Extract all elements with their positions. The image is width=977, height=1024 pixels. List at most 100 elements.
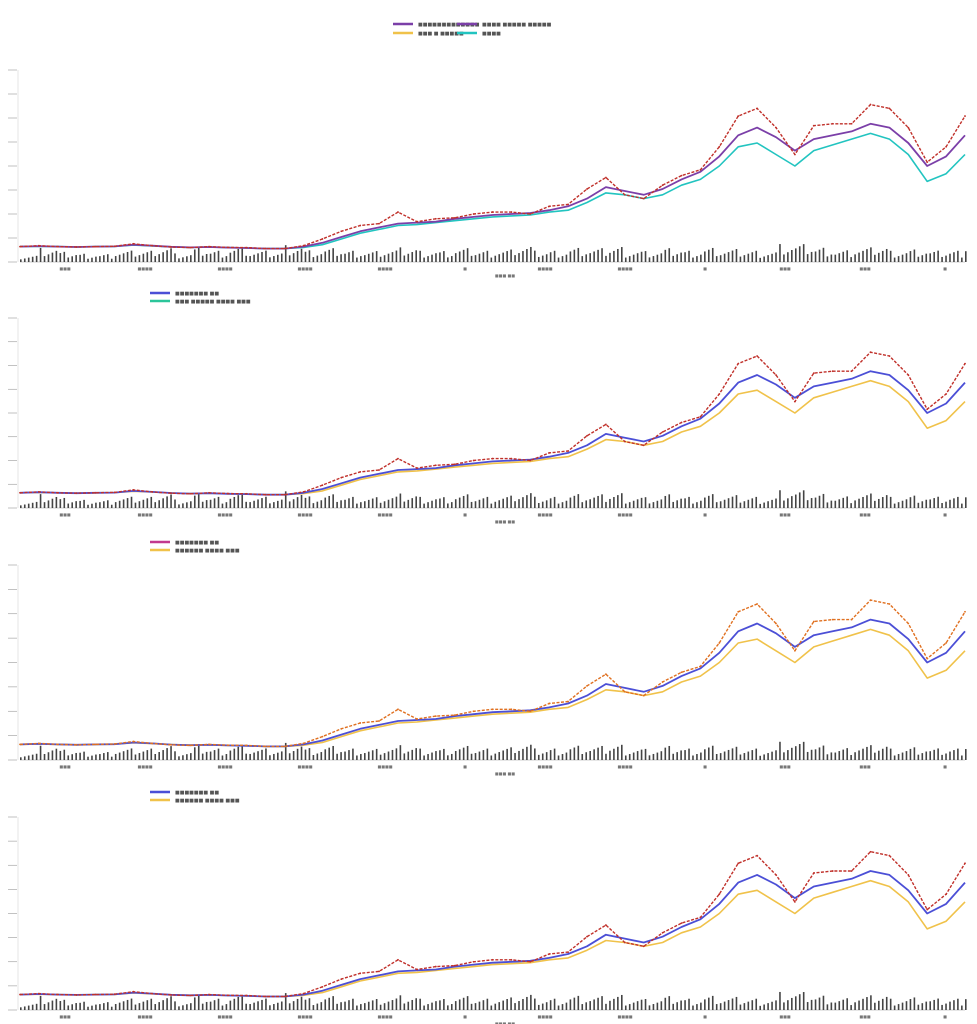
volume-bar: [593, 999, 595, 1010]
volume-bar: [644, 497, 647, 508]
volume-bar: [332, 996, 334, 1010]
volume-bar: [826, 502, 829, 508]
series-line-smooth: [19, 122, 966, 250]
price-point: [794, 400, 796, 403]
price-point: [680, 671, 683, 674]
volume-bar: [391, 498, 394, 508]
volume-bar: [735, 249, 738, 262]
volume-bar: [700, 500, 702, 508]
volume-bar: [190, 255, 192, 262]
volume-bar: [818, 747, 821, 760]
volume-bar: [95, 502, 97, 508]
volume-bar: [375, 748, 378, 760]
volume-bar: [585, 254, 588, 262]
volume-bar: [466, 248, 469, 262]
price-point: [75, 246, 78, 248]
volume-bar: [739, 502, 742, 508]
price-point: [850, 618, 853, 621]
volume-bar: [403, 501, 406, 508]
volume-bar: [917, 754, 920, 760]
volume-bar: [502, 252, 504, 262]
price-point: [491, 211, 494, 213]
volume-bar: [621, 493, 623, 508]
price-point: [151, 992, 154, 995]
volume-bar: [502, 498, 504, 508]
volume-bar: [672, 753, 675, 760]
volume-bar: [715, 502, 718, 508]
volume-bar: [581, 256, 584, 262]
volume-bar: [47, 254, 50, 262]
price-point: [567, 951, 569, 953]
volume-bar: [43, 754, 46, 760]
volume-bar: [399, 247, 402, 262]
x-axis-caption: ■■■ ■■: [495, 771, 515, 776]
price-point: [113, 491, 116, 494]
volume-bar: [897, 1004, 900, 1010]
volume-bar: [363, 501, 366, 508]
volume-bar: [142, 499, 145, 508]
volume-bar: [798, 246, 801, 262]
volume-bar: [605, 255, 607, 262]
volume-bar: [284, 993, 287, 1010]
volume-bar: [269, 503, 271, 508]
x-tick-label: ■: [943, 764, 947, 769]
volume-bar: [356, 1005, 358, 1010]
volume-bar: [170, 494, 172, 508]
x-tick-label: ■■■■: [297, 764, 312, 769]
volume-bar: [905, 499, 908, 508]
volume-bar: [134, 502, 137, 508]
volume-bar: [146, 498, 149, 508]
volume-bar: [751, 498, 754, 508]
price-point: [56, 245, 59, 248]
volume-bar: [99, 1004, 101, 1010]
volume-bar: [822, 493, 825, 508]
volume-bar: [755, 496, 758, 508]
volume-bar: [423, 503, 425, 508]
volume-bar: [585, 1002, 588, 1010]
volume-bar: [783, 254, 785, 262]
price-point: [737, 115, 740, 117]
volume-bar: [138, 501, 141, 508]
volume-bar: [652, 753, 655, 760]
volume-bar: [431, 254, 433, 262]
price-point: [926, 908, 929, 911]
price-point: [264, 745, 267, 748]
volume-bar: [162, 498, 164, 508]
volume-bar: [450, 753, 453, 760]
volume-bar: [83, 499, 85, 508]
volume-bar: [328, 997, 331, 1010]
volume-bar: [348, 1000, 350, 1010]
volume-bar: [352, 250, 354, 262]
volume-bar: [209, 253, 212, 262]
volume-bar: [541, 1003, 544, 1010]
x-tick-label: ■■■■: [297, 266, 312, 271]
volume-bar: [237, 249, 240, 262]
volume-bar: [522, 998, 524, 1010]
price-point: [56, 743, 59, 746]
volume-bar: [134, 754, 137, 760]
volume-bar: [696, 502, 698, 508]
volume-bar: [901, 500, 904, 508]
price-point: [888, 355, 891, 357]
volume-bar: [597, 249, 599, 262]
volume-bar: [624, 1005, 627, 1010]
price-point: [529, 213, 532, 215]
legend: ■■■■■■■■■■■■■ ■■■■ ■■■■■ ■■■■■ ■■■ ■ ■■■■■…: [393, 22, 552, 37]
volume-bar: [241, 493, 244, 508]
price-point: [756, 854, 758, 857]
price-point: [737, 610, 740, 613]
volume-bar: [961, 755, 963, 760]
x-tick-label: ■: [703, 512, 707, 517]
volume-bar: [747, 499, 750, 508]
volume-bar: [427, 502, 429, 508]
volume-bar: [518, 499, 520, 508]
volume-bar: [901, 1002, 904, 1010]
volume-bar: [775, 750, 777, 760]
volume-bar: [747, 253, 750, 262]
volume-bar: [221, 257, 224, 262]
volume-bar: [71, 754, 74, 760]
legend-label: ■■■■■■■■■■■■■: [418, 22, 480, 28]
volume-bar: [878, 498, 880, 508]
legend-label: ■■■■■■ ■■■■ ■■■: [175, 548, 240, 554]
price-point: [945, 145, 947, 148]
